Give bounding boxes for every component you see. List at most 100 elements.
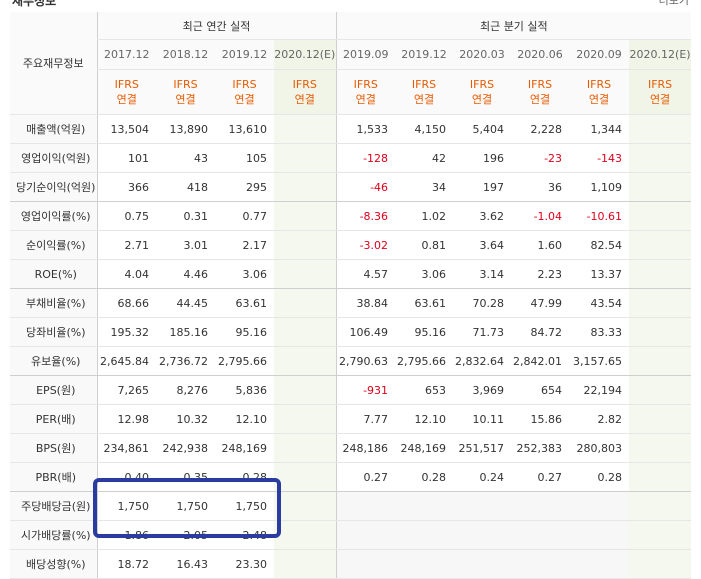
quarter-cell: 71.73: [453, 317, 512, 347]
quarter-cell: [569, 491, 630, 521]
annual-cell: [274, 404, 337, 434]
quarter-cell: 84.72: [511, 317, 570, 347]
basis-consolidated-label: 연결: [413, 93, 435, 106]
basis-header: IFRS 연결: [453, 69, 512, 115]
quarter-cell: [453, 491, 512, 521]
quarter-cell: [395, 520, 454, 550]
quarter-cell: 38.84: [335, 288, 396, 318]
annual-cell: [274, 230, 337, 260]
quarter-cell: 5,404: [453, 114, 512, 144]
annual-cell: [274, 375, 337, 405]
basis-header: IFRS 연결: [511, 69, 570, 115]
annual-cell: 101: [96, 143, 156, 173]
quarter-cell: 2,790.63: [335, 346, 396, 376]
annual-cell: 4.46: [156, 259, 215, 289]
table-row: 부채비율(%) 68.66 44.45 63.61 38.84 63.61 70.28 47.…: [10, 288, 692, 318]
annual-cell: 18.72: [96, 549, 156, 579]
quarter-cell: [629, 172, 692, 202]
quarter-cell: 42: [395, 143, 454, 173]
quarter-cell: [629, 491, 692, 521]
quarter-cell: [569, 549, 630, 579]
row-label: 유보율(%): [10, 346, 97, 376]
annual-cell: 195.32: [96, 317, 156, 347]
basis-consolidated-label: 연결: [355, 93, 376, 106]
quarter-cell: 4,150: [395, 114, 454, 144]
row-label: PBR(배): [10, 462, 97, 492]
basis-ifrs-label: IFRS: [586, 78, 612, 91]
more-link[interactable]: 더보기: [658, 0, 689, 7]
basis-consolidated-label: 연결: [175, 93, 196, 106]
annual-cell: 8,276: [156, 375, 215, 405]
quarter-cell: -931: [335, 375, 396, 405]
quarter-cell: 1.02: [395, 201, 454, 231]
basis-consolidated-label: 연결: [649, 93, 671, 106]
annual-cell: [274, 491, 337, 521]
top-bar: 재무정보 더보기: [0, 0, 701, 12]
quarter-period-header: 2020.12(E): [629, 39, 692, 70]
annual-cell: [274, 172, 337, 202]
quarter-cell: 0.81: [395, 230, 454, 260]
quarter-cell: [453, 520, 512, 550]
quarter-cell: [335, 549, 396, 579]
table-row: 주당배당금(원) 1,750 1,750 1,750: [10, 491, 692, 521]
header-group-row: 주요재무정보 최근 연간 실적 최근 분기 실적: [10, 12, 692, 115]
quarter-cell: 0.24: [453, 462, 512, 492]
annual-cell: 5,836: [215, 375, 274, 405]
quarter-cell: [629, 230, 692, 260]
annual-cell: 2,736.72: [156, 346, 215, 376]
quarter-cell: 82.54: [569, 230, 630, 260]
quarter-cell: [629, 114, 692, 144]
quarter-cell: 15.86: [511, 404, 570, 434]
annual-cell: 4.04: [96, 259, 156, 289]
quarter-period-header: 2019.09: [335, 39, 396, 70]
basis-ifrs-label: IFRS: [232, 78, 257, 91]
annual-cell: [274, 346, 337, 376]
table-row: 매출액(억원) 13,504 13,890 13,610 1,533 4,150 5,404…: [10, 114, 692, 144]
annual-cell: 95.16: [215, 317, 274, 347]
quarter-period-header: 2020.09: [569, 39, 630, 70]
annual-cell: [274, 114, 337, 144]
annual-period-header: 2020.12(E): [274, 39, 337, 70]
quarter-cell: [629, 520, 692, 550]
quarter-cell: [629, 201, 692, 231]
quarter-cell: [395, 491, 454, 521]
quarter-cell: -23: [511, 143, 570, 173]
quarter-cell: 36: [511, 172, 570, 202]
annual-period-header: 2017.12: [96, 39, 156, 70]
annual-cell: 44.45: [156, 288, 215, 318]
quarter-cell: 43.54: [569, 288, 630, 318]
quarter-cell: [629, 288, 692, 318]
basis-ifrs-label: IFRS: [527, 78, 553, 91]
annual-cell: 12.10: [215, 404, 274, 434]
quarter-cell: 22,194: [569, 375, 630, 405]
annual-cell: 295: [215, 172, 274, 202]
header-basis-row: IFRS 연결 IFRS 연결 IFRS 연결 IFRS 연결 IFRS 연결 IFRS 연결 IFRS…: [10, 69, 692, 115]
row-label: ROE(%): [10, 259, 97, 289]
section-title: 재무정보: [12, 0, 57, 8]
annual-cell: [274, 433, 337, 463]
annual-cell: 2.17: [215, 230, 274, 260]
annual-cell: 0.75: [96, 201, 156, 231]
quarter-cell: [511, 549, 570, 579]
annual-cell: 2.71: [96, 230, 156, 260]
annual-cell: 366: [96, 172, 156, 202]
basis-header: IFRS 연결: [335, 69, 396, 115]
annual-period-header: 2019.12: [215, 39, 274, 70]
quarter-cell: -3.02: [335, 230, 396, 260]
annual-cell: 105: [215, 143, 274, 173]
quarter-cell: 7.77: [335, 404, 396, 434]
annual-cell: 0.77: [215, 201, 274, 231]
quarter-cell: 0.27: [335, 462, 396, 492]
quarter-cell: 13.37: [569, 259, 630, 289]
table-row: PBR(배) 0.40 0.35 0.28 0.27 0.28 0.24 0.27 0.28: [10, 462, 692, 492]
basis-ifrs-label: IFRS: [647, 78, 673, 91]
quarter-cell: -128: [335, 143, 396, 173]
quarter-cell: [335, 491, 396, 521]
quarter-period-header: 2019.12: [395, 39, 454, 70]
quarter-cell: 4.57: [335, 259, 396, 289]
quarter-cell: 0.28: [395, 462, 454, 492]
annual-cell: 13,504: [96, 114, 156, 144]
basis-ifrs-label: IFRS: [411, 78, 437, 91]
basis-header: IFRS 연결: [629, 69, 692, 115]
quarter-cell: 1,533: [335, 114, 396, 144]
